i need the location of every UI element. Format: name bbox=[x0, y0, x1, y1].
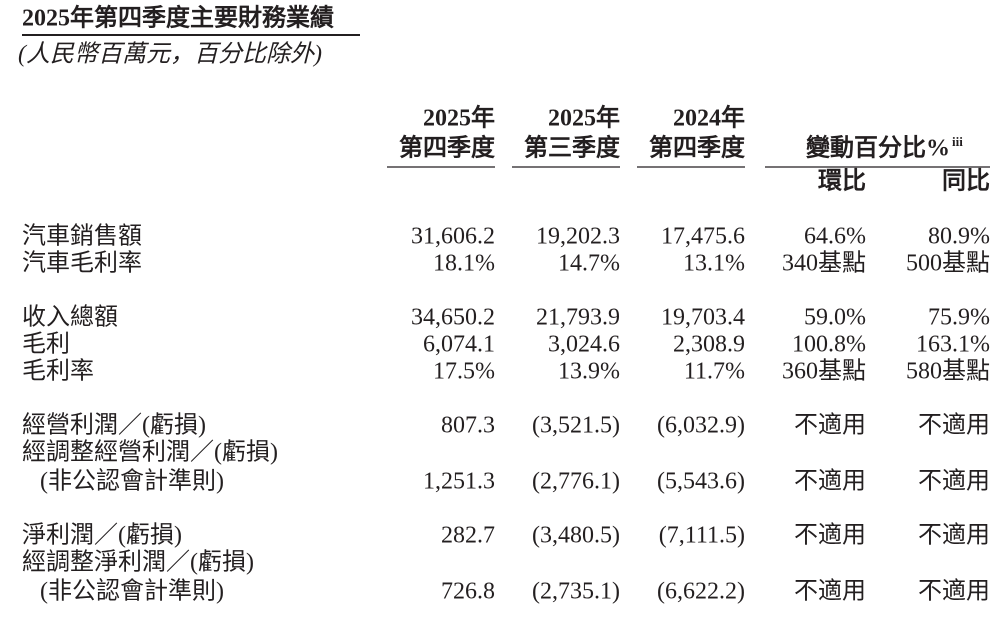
column-header: 2025年 bbox=[548, 104, 620, 132]
cell: 21,793.9 bbox=[536, 305, 620, 331]
column-header: 環比 bbox=[818, 168, 866, 195]
cell: 64.6% bbox=[804, 224, 866, 250]
cell: 不適用 bbox=[918, 578, 990, 605]
footnote-marker: iii bbox=[952, 134, 963, 149]
cell: 6,074.1 bbox=[423, 332, 495, 358]
row-label: 經調整淨利潤／(虧損) bbox=[22, 549, 254, 576]
row-label: 汽車銷售額 bbox=[22, 223, 142, 250]
row-label: 毛利 bbox=[22, 331, 70, 358]
cell: 59.0% bbox=[804, 305, 866, 331]
cell: 3,024.6 bbox=[548, 332, 620, 358]
cell: 100.8% bbox=[792, 332, 866, 358]
row-label: 汽車毛利率 bbox=[22, 250, 142, 277]
cell: 不適用 bbox=[794, 578, 866, 605]
cell: 不適用 bbox=[794, 468, 866, 495]
column-header: 第四季度 bbox=[649, 134, 746, 162]
cell: 360基點 bbox=[782, 358, 866, 385]
cell: 13.9% bbox=[558, 359, 620, 385]
row-label: 經調整經營利潤／(虧損) bbox=[22, 439, 278, 466]
cell: 14.7% bbox=[558, 251, 620, 277]
column-header: 同比 bbox=[942, 168, 990, 195]
cell: 75.9% bbox=[928, 305, 990, 331]
cell: 34,650.2 bbox=[411, 305, 495, 331]
cell: 726.8 bbox=[441, 579, 495, 605]
cell: 2,308.9 bbox=[673, 332, 745, 358]
cell: (6,032.9) bbox=[657, 413, 745, 439]
cell: 807.3 bbox=[441, 413, 495, 439]
cell: 不適用 bbox=[918, 522, 990, 549]
cell: 19,703.4 bbox=[661, 305, 745, 331]
cell: (2,776.1) bbox=[532, 469, 620, 495]
cell: (2,735.1) bbox=[532, 579, 620, 605]
cell: 不適用 bbox=[794, 412, 866, 439]
cell: 17,475.6 bbox=[661, 224, 745, 250]
cell: (3,521.5) bbox=[532, 413, 620, 439]
cell: (6,622.2) bbox=[657, 579, 745, 605]
cell: 18.1% bbox=[433, 251, 495, 277]
cell: (3,480.5) bbox=[532, 523, 620, 549]
cell: 80.9% bbox=[928, 224, 990, 250]
cell: 13.1% bbox=[683, 251, 745, 277]
title: 2025年第四季度主要財務業績 bbox=[22, 4, 334, 32]
cell: (5,543.6) bbox=[657, 469, 745, 495]
cell: (7,111.5) bbox=[659, 523, 745, 549]
row-label: 收入總額 bbox=[22, 304, 118, 331]
cell: 1,251.3 bbox=[423, 469, 495, 495]
row-label: 經營利潤／(虧損) bbox=[22, 412, 206, 439]
cell: 580基點 bbox=[906, 358, 990, 385]
column-header: 第四季度 bbox=[399, 134, 496, 162]
cell: 不適用 bbox=[918, 468, 990, 495]
row-label: 毛利率 bbox=[22, 358, 94, 385]
cell: 500基點 bbox=[906, 250, 990, 277]
row-label: 淨利潤／(虧損) bbox=[22, 522, 182, 549]
cell: 11.7% bbox=[684, 359, 745, 385]
cell: 不適用 bbox=[794, 522, 866, 549]
cell: 17.5% bbox=[433, 359, 495, 385]
cell: 163.1% bbox=[916, 332, 990, 358]
cell: 19,202.3 bbox=[536, 224, 620, 250]
column-header: 2025年 bbox=[423, 104, 495, 132]
cell: 282.7 bbox=[441, 523, 495, 549]
change-header: 變動百分比% bbox=[806, 134, 950, 162]
column-header: 第三季度 bbox=[524, 134, 621, 162]
cell: 31,606.2 bbox=[411, 224, 495, 250]
subtitle: (人民幣百萬元，百分比除外) bbox=[18, 41, 322, 68]
row-label: (非公認會計準則) bbox=[40, 468, 224, 495]
cell: 340基點 bbox=[782, 250, 866, 277]
row-label: (非公認會計準則) bbox=[40, 578, 224, 605]
cell: 不適用 bbox=[918, 412, 990, 439]
column-header: 2024年 bbox=[673, 104, 745, 132]
